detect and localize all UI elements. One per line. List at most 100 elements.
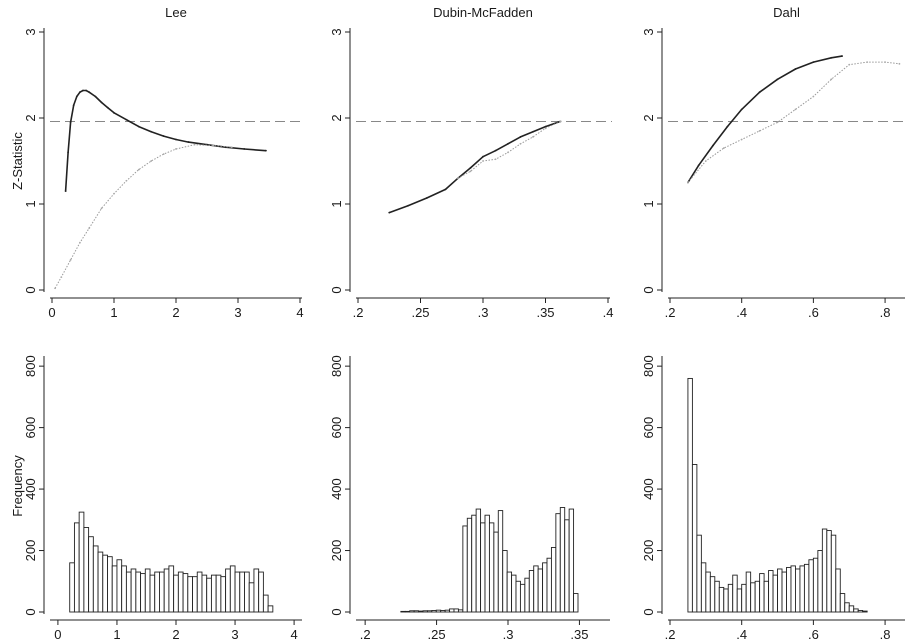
y-tick-label: 200 [329,540,344,562]
histogram-bar [471,514,477,613]
scatter-point [457,177,459,180]
histogram-bar [781,571,787,613]
scatter-point [776,121,779,124]
histogram-bar [159,571,165,613]
scatter-point [794,68,797,70]
scatter-point [812,61,815,63]
histogram-bar [435,609,442,613]
scatter-point [722,147,725,150]
histogram-bar [497,510,504,613]
histogram-bar [192,576,198,613]
panel-title: Lee [165,5,187,20]
panel-dahl-zstat: Dahl .2 .4 .6 .8 0 1 2 3 [641,5,907,320]
y-tick-label: 0 [329,608,344,615]
histogram-bar [78,511,85,613]
scatter-series-2 [687,61,900,183]
x-tick-label: .6 [808,627,819,642]
y-tick-label: 2 [23,114,38,121]
y-tick-label: 800 [329,355,344,377]
histogram-bar [546,557,552,613]
y-tick-label: 3 [329,28,344,35]
scatter-point [884,61,886,63]
x-tick-label: 3 [231,627,238,642]
scatter-point [113,111,115,114]
scatter-series-1 [64,89,266,192]
scatter-point [726,125,729,128]
y-tick-label: 200 [641,540,656,562]
y-axis-label: Frequency [10,455,25,517]
histogram-bar [564,519,570,613]
histogram-bar [92,545,99,613]
histogram-bar [267,605,274,613]
scatter-point [830,56,833,59]
histogram-bar [515,580,521,613]
histogram-bar [258,571,264,613]
histogram-bar [709,576,716,613]
y-tick-label: 400 [641,478,656,500]
panel-title: Dubin-McFadden [433,5,533,20]
panel-lee-frequency: Frequency 0 1 2 3 4 0 200 400 600 800 [10,355,302,642]
panel-lee-zstat: Lee Z-Statistic 0 1 2 3 4 0 1 2 3 [10,5,304,320]
x-tick-label: .3 [478,305,489,320]
histogram-bar [422,610,428,613]
histogram-bar [215,574,222,613]
scatter-point [54,287,56,290]
histogram-bar [121,565,127,613]
histogram-bar [196,571,203,613]
histogram-bar [826,530,832,613]
histogram-bar [559,507,566,613]
scatter-point [519,136,522,138]
histogram-bar [502,550,508,613]
scatter-point [898,62,901,65]
x-tick-label: .2 [353,305,364,320]
scatter-point [758,91,761,94]
scatter-point [243,148,246,150]
histogram-bar [759,573,765,613]
scatter-point [407,204,409,207]
histogram-bar [475,508,482,613]
scatter-point [559,120,562,123]
scatter-point [758,130,761,132]
y-tick-label: 800 [641,355,656,377]
x-tick-label: .6 [808,305,819,320]
scatter-point [175,138,177,141]
histogram-bar [88,536,94,613]
x-tick-label: .25 [411,305,429,320]
histogram-bar [488,522,495,613]
scatter-point [94,95,97,98]
scatter-point [712,144,714,147]
histogram-bar [528,570,535,613]
histogram-bar [182,573,189,613]
histogram-bar [97,551,104,613]
x-tick-label: 1 [110,305,117,320]
y-tick-label: 1 [329,200,344,207]
histogram-bar [453,608,459,613]
histogram-bar [173,574,179,613]
histogram-bar [821,528,828,613]
panel-title: Dahl [773,5,800,20]
histogram-bar [404,610,411,613]
scatter-point [494,158,497,161]
histogram-bar [144,568,151,613]
scatter-point [776,78,779,81]
scatter-point [137,168,140,171]
scatter-point [532,130,534,133]
scatter-point [100,207,103,210]
histogram-bar [817,550,823,613]
histogram-bar [763,580,770,613]
x-tick-label: .2 [360,627,371,642]
scatter-point [740,138,743,141]
scatter-point [482,155,484,158]
histogram-bar [220,576,227,613]
histogram-bar [848,605,855,613]
x-tick-label: .35 [536,305,554,320]
histogram-bar [431,610,437,613]
y-tick-label: 2 [641,114,656,121]
scatter-series-2 [54,144,232,289]
panel-dubin-mcfadden-frequency: .2 .25 .3 .35 0 200 400 600 800 [329,355,610,642]
scatter-point [544,125,547,128]
y-tick-label: 3 [641,28,656,35]
y-tick-label: 400 [329,478,344,500]
scatter-point [507,151,509,154]
